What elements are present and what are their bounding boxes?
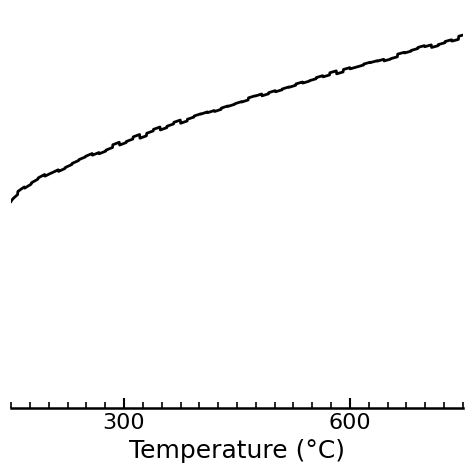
X-axis label: Temperature (°C): Temperature (°C) xyxy=(129,439,345,463)
